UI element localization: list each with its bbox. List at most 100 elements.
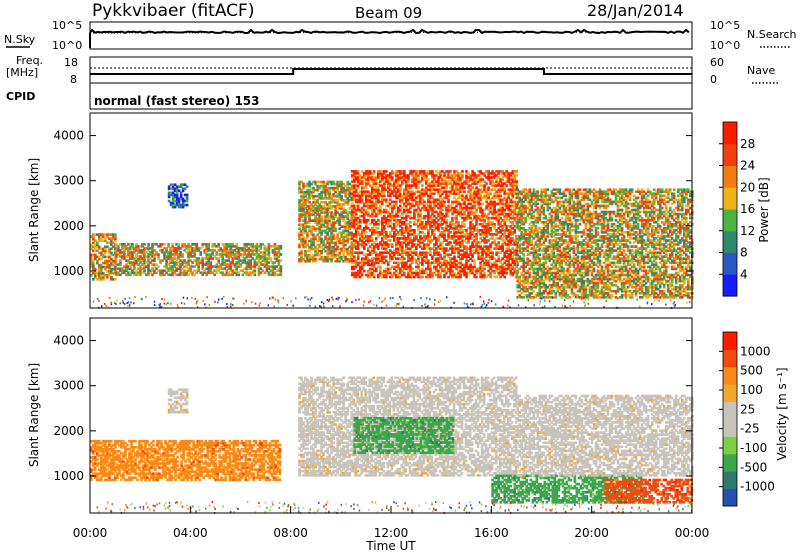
echo-cell [483, 267, 486, 271]
echo-cell [451, 269, 454, 273]
echo-cell [203, 269, 207, 273]
echo-cell [471, 172, 474, 175]
echo-cell [387, 212, 390, 216]
echo-cell [417, 202, 420, 206]
echo-cell [477, 253, 480, 257]
echo-cell [520, 243, 524, 246]
echo-cell [358, 237, 362, 240]
echo-cell [465, 259, 468, 263]
echo-cell [377, 182, 380, 185]
echo-cell [479, 198, 482, 202]
echo-cell [383, 257, 386, 261]
echo-cell [207, 265, 211, 268]
echo-cell [127, 267, 130, 271]
echo-cell [495, 190, 498, 194]
echo-cell [417, 176, 420, 179]
echo-cell [479, 178, 482, 181]
echo-cell [395, 233, 398, 236]
echo-cell [393, 249, 396, 252]
echo-cell [324, 231, 327, 235]
echo-cell [513, 259, 517, 263]
echo-cell [457, 247, 460, 250]
echo-cell [425, 174, 428, 177]
echo-cell [407, 200, 410, 204]
echo-cell [491, 196, 494, 200]
echo-cell [522, 277, 526, 281]
echo-cell [381, 192, 384, 196]
echo-cell [429, 214, 432, 218]
echo-cell [522, 220, 526, 224]
echo-cell [249, 271, 253, 275]
echo-cell [332, 233, 335, 237]
echo-cell [372, 190, 376, 194]
echo-cell [516, 224, 520, 228]
echo-cell [302, 213, 305, 216]
echo-cell [127, 255, 130, 258]
echo-cell [397, 243, 400, 246]
echo-cell [421, 251, 424, 255]
echo-cell [437, 176, 440, 179]
echo-cell [195, 257, 199, 260]
echo-cell [393, 200, 396, 204]
echo-cell [381, 233, 384, 236]
echo-cell [314, 257, 317, 261]
echo-cell [475, 188, 478, 192]
echo-cell [348, 225, 352, 229]
echo-cell [493, 243, 496, 246]
echo-cell [273, 265, 277, 268]
echo-cell [92, 237, 95, 241]
echo-cell [403, 222, 406, 226]
echo-cell [310, 182, 313, 186]
echo-cell [487, 170, 490, 173]
echo-cell [312, 213, 315, 216]
echo-cell [318, 229, 321, 233]
echo-cell [477, 231, 480, 234]
echo-cell [241, 247, 245, 250]
echo-cell [389, 202, 392, 206]
echo-cell [387, 267, 390, 271]
echo-cell [374, 196, 378, 200]
echo-cell [493, 261, 496, 265]
echo-cell [439, 202, 442, 206]
echo-cell [459, 267, 462, 271]
echo-cell [429, 235, 432, 238]
echo-cell [151, 267, 154, 271]
echo-cell [467, 210, 470, 214]
echo-cell [300, 231, 303, 235]
echo-cell [401, 253, 404, 257]
echo-cell [469, 176, 472, 179]
echo-cell [90, 261, 93, 265]
echo-cell [302, 235, 305, 239]
echo-cell [308, 194, 311, 198]
echo-cell [413, 235, 416, 238]
echo-cell [399, 261, 402, 265]
echo-cell [439, 194, 442, 198]
echo-cell [387, 222, 390, 226]
echo-cell [407, 259, 410, 263]
echo-cell [277, 251, 281, 254]
echo-cell [173, 205, 177, 209]
echo-cell [405, 249, 408, 252]
noise-sky-trace [89, 28, 690, 48]
echo-cell [306, 199, 309, 202]
echo-cell [125, 273, 128, 277]
echo-cell [257, 265, 261, 268]
echo-cell [413, 208, 416, 212]
echo-cell [501, 202, 505, 206]
echo-cell [326, 231, 329, 235]
echo-cell [520, 208, 524, 212]
echo-cell [366, 170, 370, 173]
echo-cell [336, 233, 339, 237]
echo-cell [379, 180, 382, 183]
echo-cell [368, 229, 372, 232]
echo-cell [481, 251, 484, 255]
echo-cell [403, 239, 406, 242]
echo-cell [318, 249, 321, 253]
echo-cell [499, 247, 503, 250]
echo-cell [360, 271, 364, 275]
echo-cell [153, 271, 156, 275]
echo-cell [374, 176, 378, 179]
echo-cell [495, 192, 498, 196]
echo-cell [379, 208, 382, 212]
echo-cell [207, 247, 211, 250]
